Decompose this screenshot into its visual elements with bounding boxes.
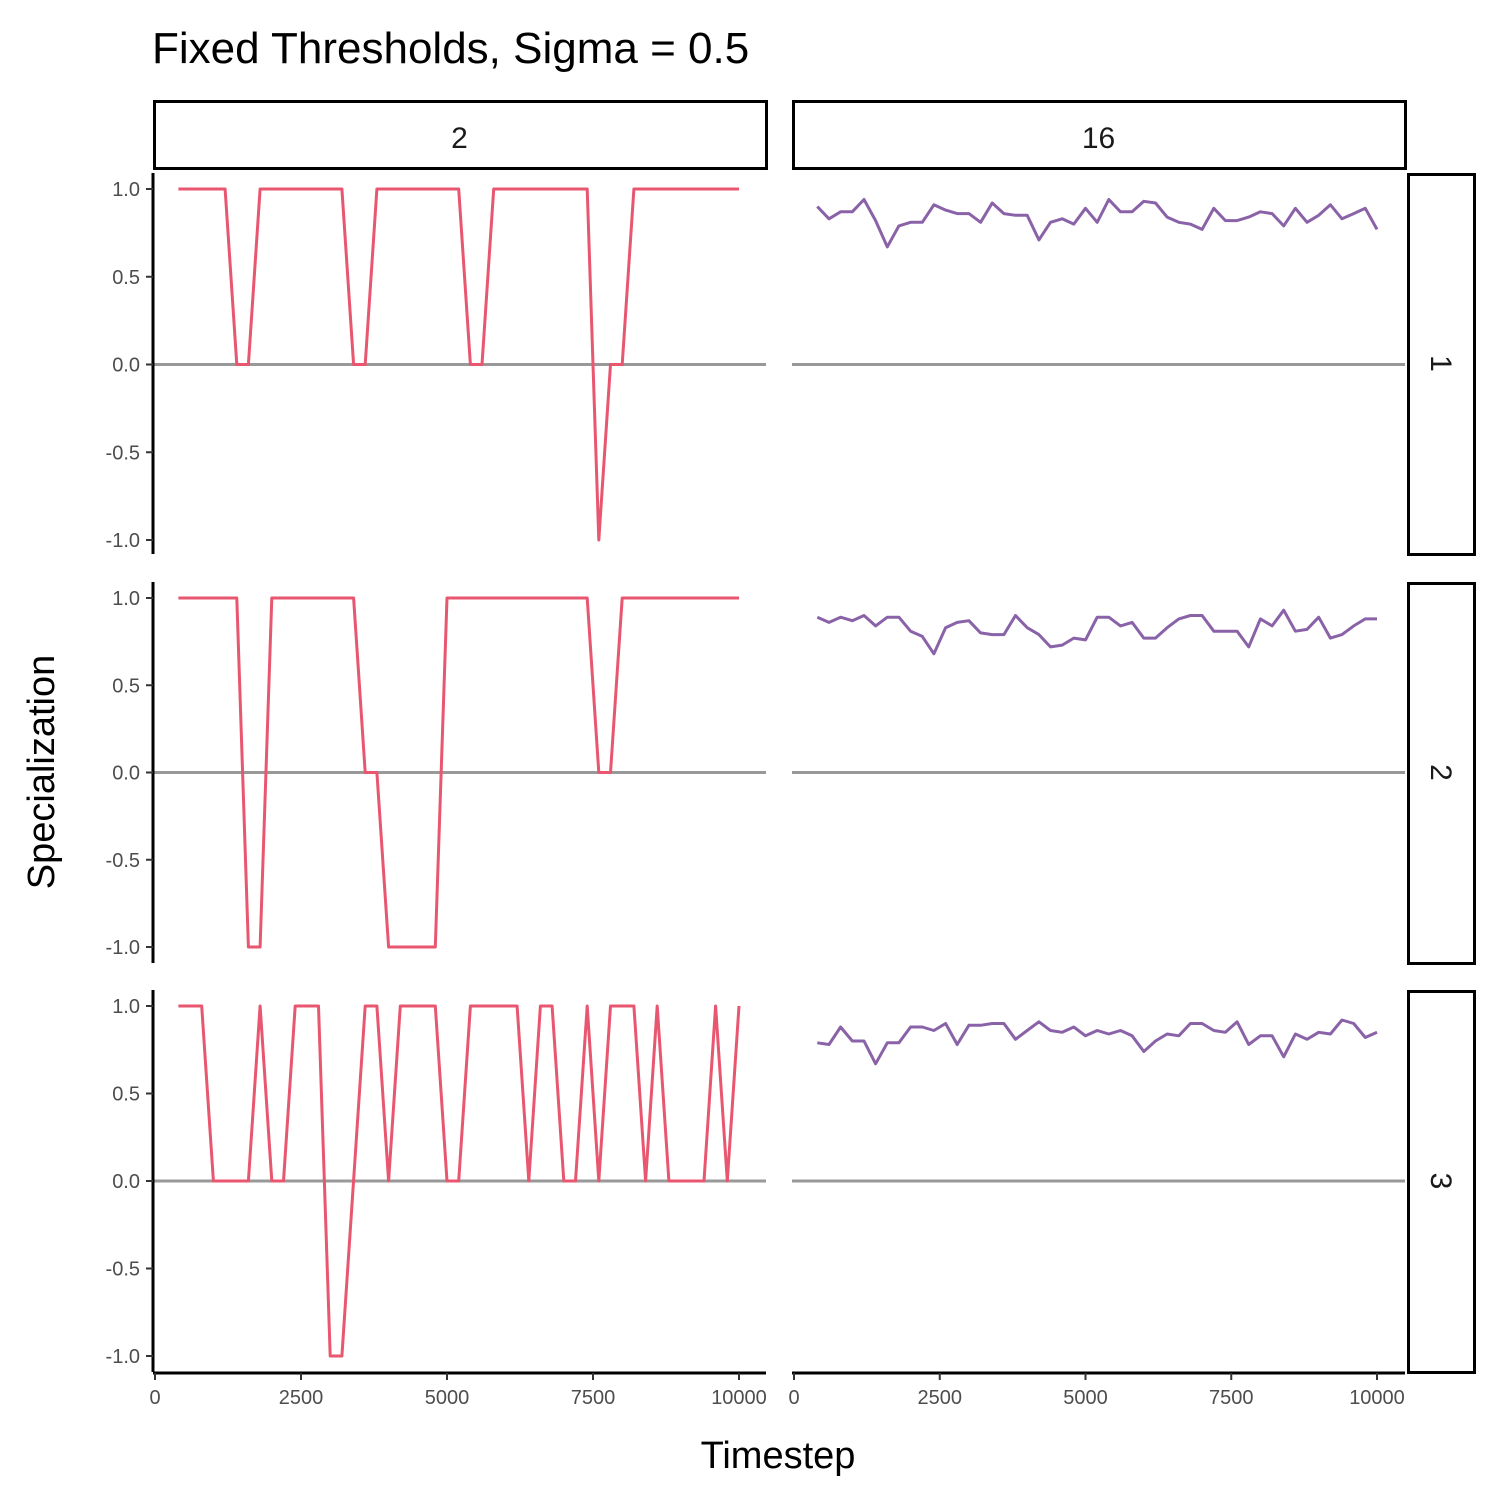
y-tick-label: 1.0: [112, 996, 140, 1018]
column-strip-label: 16: [1082, 122, 1115, 155]
y-tick-label: 0.0: [112, 1171, 140, 1193]
row-strip: [1407, 990, 1476, 1374]
y-tick-label: 0.5: [112, 675, 140, 697]
x-tick-label: 0: [149, 1387, 160, 1409]
y-tick-label: 0.0: [112, 355, 140, 377]
y-tick-label: 1.0: [112, 588, 140, 610]
column-strip: [153, 100, 768, 170]
facet-panel: -1.0 -0.5 0.0 0.5 1.0: [106, 582, 766, 963]
y-tick-label: -0.5: [106, 850, 140, 872]
y-tick-label: 0.5: [112, 1084, 140, 1106]
column-strip-label: 2: [451, 122, 468, 155]
series-line: [816, 198, 1379, 249]
series-line: [817, 1018, 1378, 1066]
x-tick-label: 2500: [279, 1387, 324, 1409]
x-tick-label: 5000: [425, 1387, 470, 1409]
y-tick-label: 0.0: [112, 763, 140, 785]
y-tick-label: -0.5: [106, 1259, 140, 1281]
row-strip: [1407, 173, 1476, 556]
row-strip-label: 2: [1424, 764, 1457, 781]
x-axis-label: Timestep: [701, 1435, 856, 1477]
x-tick-label: 10000: [1349, 1387, 1405, 1409]
y-tick-label: -0.5: [106, 442, 140, 464]
row-strip-label: 1: [1424, 355, 1457, 372]
x-tick-label: 7500: [1209, 1387, 1254, 1409]
panels-layer: 2 16 1 2 3 -1.0 -0.5 0.0 0.5 1.0 -1.0 -0.5 0.0 0.5 1.0…: [106, 100, 1476, 1409]
series-line: [816, 608, 1377, 656]
facet-panel: [792, 198, 1405, 366]
facet-panel: 0 2500 5000 7500 10000: [788, 1018, 1405, 1409]
y-tick-label: -1.0: [106, 937, 140, 959]
x-tick-label: 5000: [1063, 1387, 1108, 1409]
column-strip: [792, 100, 1407, 170]
chart-title: Fixed Thresholds, Sigma = 0.5: [152, 24, 749, 73]
row-strip-label: 3: [1424, 1173, 1457, 1190]
facet-panel: [792, 608, 1405, 774]
x-tick-label: 7500: [571, 1387, 616, 1409]
y-tick-label: -1.0: [106, 530, 140, 552]
row-strip: [1407, 582, 1476, 965]
x-tick-label: 2500: [918, 1387, 963, 1409]
y-tick-label: 1.0: [112, 179, 140, 201]
series-line: [178, 1004, 741, 1358]
y-tick-label: 0.5: [112, 267, 140, 289]
y-tick-label: -1.0: [106, 1346, 140, 1368]
facet-panel: -1.0 -0.5 0.0 0.5 1.0: [106, 173, 766, 554]
x-tick-label: 0: [788, 1387, 799, 1409]
series-line: [178, 187, 739, 542]
x-tick-label: 10000: [711, 1387, 767, 1409]
series-line: [178, 596, 739, 949]
facet-panel: -1.0 -0.5 0.0 0.5 1.0 0 2500 5000 7500 10000: [106, 990, 767, 1409]
y-axis-label: Specialization: [21, 655, 63, 889]
